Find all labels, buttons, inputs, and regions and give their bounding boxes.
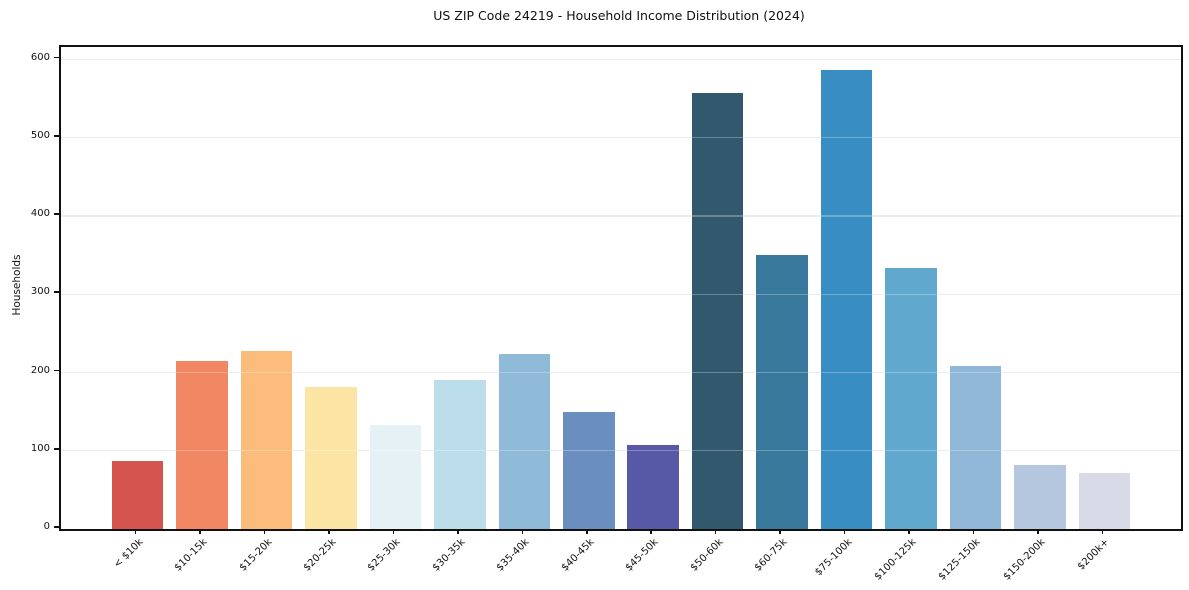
gridline [61,293,1181,295]
x-tick-mark [199,529,201,534]
gridline-overlay [61,137,1181,139]
gridline [61,137,1181,139]
y-tick-mark [54,56,60,59]
bar [176,360,228,529]
gridline [61,450,1181,452]
plot-area [59,45,1183,531]
chart-title: US ZIP Code 24219 - Household Income Dis… [433,8,805,23]
x-tick-mark [843,529,846,534]
bar [1078,473,1131,529]
x-tick-mark [263,529,266,534]
bar [498,353,551,529]
x-tick-mark [779,529,781,534]
y-tick-label: 600 [30,51,50,63]
x-tick-mark [1101,529,1104,534]
x-tick-mark [1037,529,1039,534]
bar [949,366,1002,529]
y-tick-mark [54,369,60,372]
x-tick-mark [328,529,330,534]
gridline-overlay [61,371,1181,374]
x-tick-mark [972,529,975,534]
y-tick-mark [54,134,60,137]
bar [240,350,293,529]
y-tick-mark [54,291,60,294]
gridline-overlay [61,450,1181,452]
x-tick-mark [650,529,652,534]
y-tick-mark [54,447,60,450]
y-tick-mark [54,526,60,528]
x-tick-mark [457,529,459,534]
y-tick-label: 200 [30,364,50,376]
y-tick-label: 400 [30,208,50,219]
y-tick-mark [54,213,60,215]
gridline-overlay [61,293,1181,295]
x-tick-mark [714,529,717,534]
gridline [61,58,1181,61]
bar [305,387,357,529]
bar [885,267,937,529]
y-tick-label: 300 [30,286,50,298]
bar [820,69,873,529]
bar [434,380,486,529]
y-tick-label: 500 [30,129,50,141]
y-tick-label: 0 [43,521,50,532]
gridline-overlay [61,215,1181,217]
x-tick-label: < $10k [111,536,146,571]
bar [756,255,808,529]
bar [1014,464,1066,529]
y-tick-label: 100 [30,442,50,454]
bar [111,460,164,529]
gridline [61,215,1181,217]
bar [627,445,679,529]
bar [563,412,615,529]
gridline-overlay [61,58,1181,61]
bar [691,93,744,529]
x-tick-mark [392,529,395,534]
bar [369,424,422,529]
x-tick-mark [585,529,588,534]
x-tick-mark [908,529,910,534]
gridline [61,371,1181,374]
x-tick-mark [134,529,137,534]
x-tick-mark [521,529,524,534]
